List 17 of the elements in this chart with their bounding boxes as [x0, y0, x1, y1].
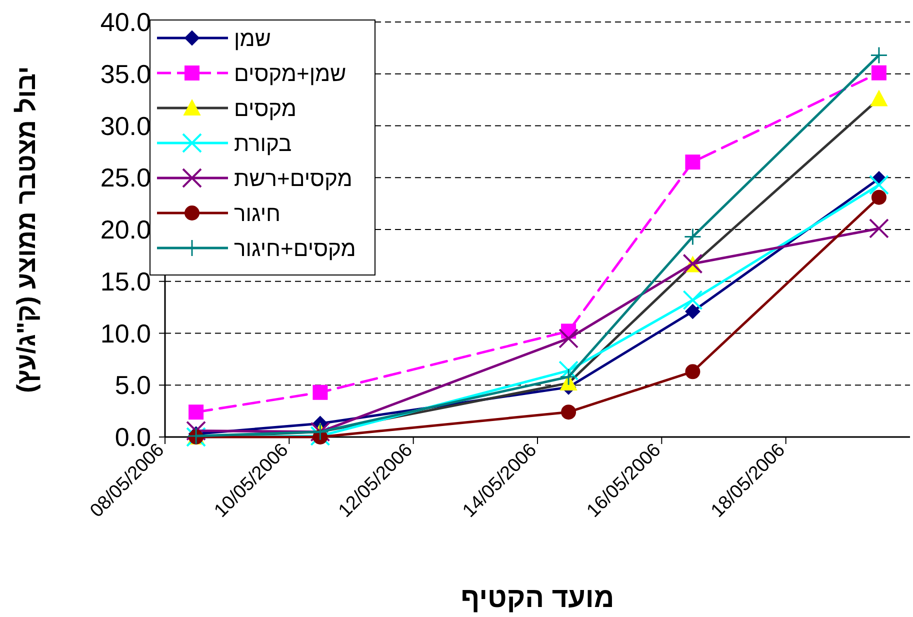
- y-tick-label: 10.0: [100, 318, 151, 348]
- y-axis-title: יבול מצטבר ממוצע (ק"ג/עץ): [11, 66, 41, 393]
- x-axis-title: מועד הקטיף: [460, 582, 614, 613]
- y-tick-label: 40.0: [100, 7, 151, 37]
- legend-label: חיגור: [234, 201, 281, 226]
- legend-label: מקסים+רשת: [234, 166, 352, 191]
- legend-label: בקורת: [234, 131, 292, 156]
- y-tick-label: 15.0: [100, 266, 151, 296]
- legend-label: מקסים: [234, 96, 296, 121]
- y-tick-label: 30.0: [100, 110, 151, 141]
- legend-label: שמן: [234, 26, 271, 51]
- legend-label: מקסים+חיגור: [234, 236, 356, 261]
- y-tick-label: 25.0: [100, 162, 151, 193]
- y-tick-label: 5.0: [114, 370, 151, 400]
- y-tick-label: 35.0: [100, 58, 151, 89]
- y-tick-label: 20.0: [100, 214, 151, 244]
- legend-label: שמן+מקסים: [234, 61, 346, 86]
